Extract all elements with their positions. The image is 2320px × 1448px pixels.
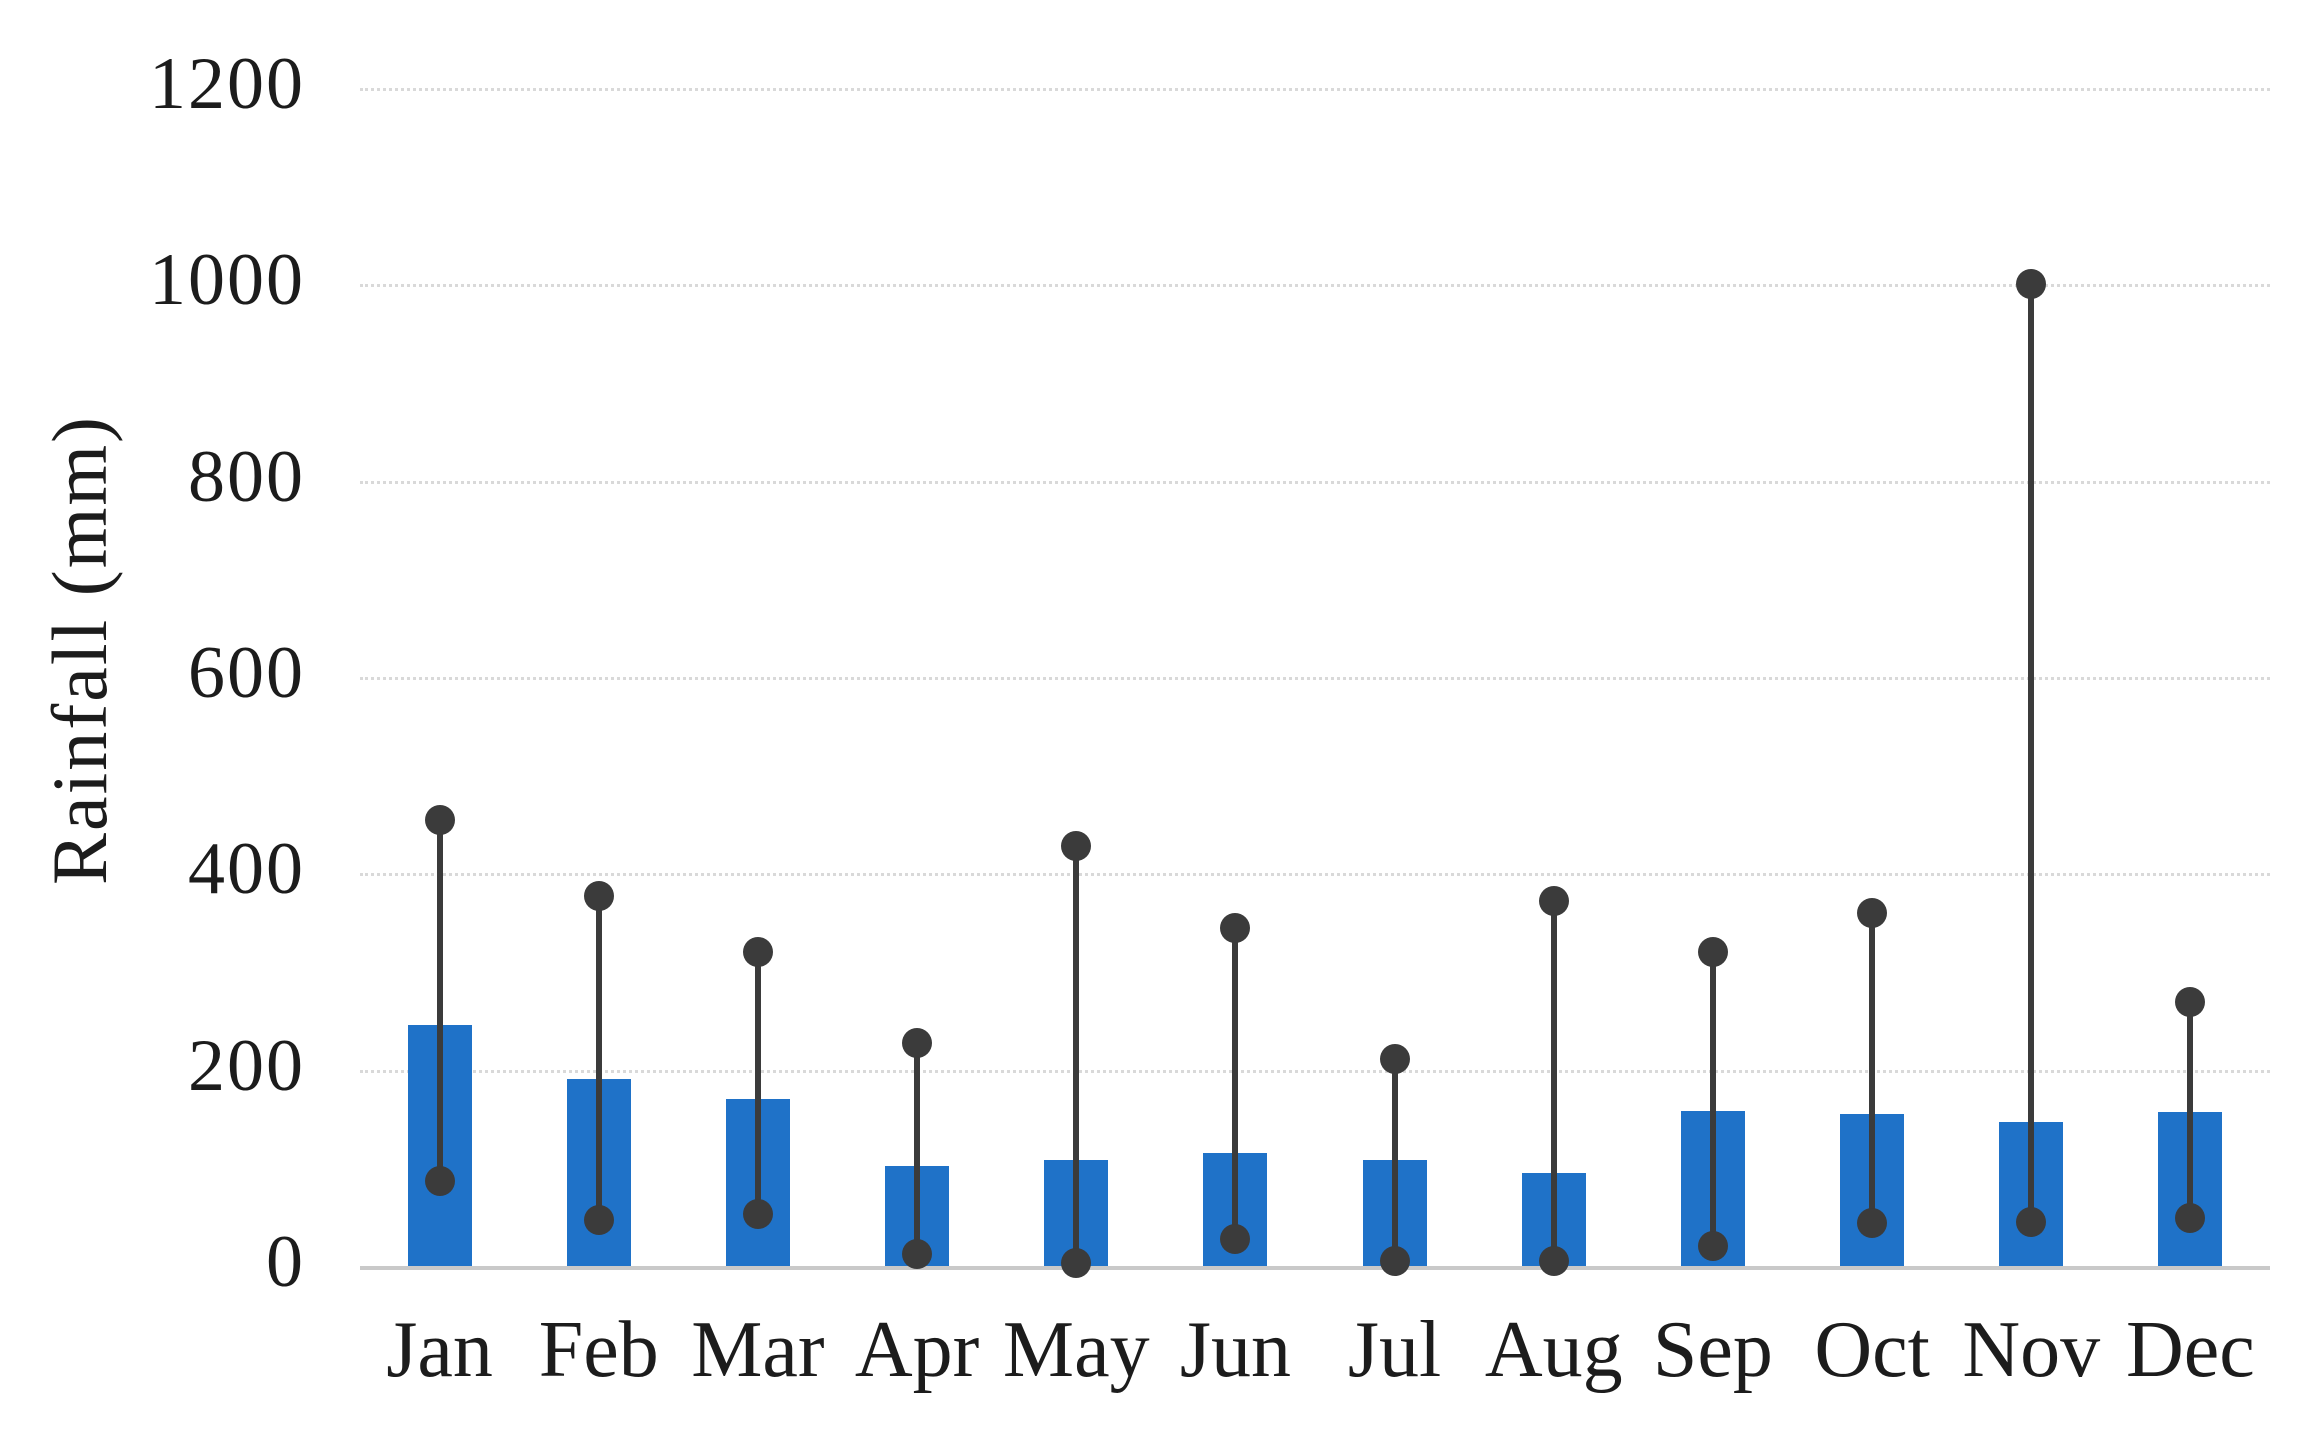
y-tick-label-800: 800: [188, 435, 305, 518]
x-tick-label-jun: Jun: [1179, 1306, 1291, 1394]
x-axis-baseline: [360, 1266, 2270, 1270]
x-tick-label-aug: Aug: [1484, 1306, 1623, 1394]
min-dot-sep: [1697, 1231, 1728, 1262]
min-dot-may: [1061, 1248, 1092, 1279]
max-dot-jun: [1220, 913, 1251, 944]
range-line-nov: [2028, 284, 2035, 1222]
max-dot-dec: [2175, 986, 2206, 1017]
y-tick-label-1200: 1200: [149, 43, 305, 126]
min-dot-jul: [1379, 1246, 1410, 1277]
x-tick-label-apr: Apr: [854, 1306, 980, 1394]
y-tick-label-1000: 1000: [149, 239, 305, 322]
x-tick-label-jul: Jul: [1347, 1306, 1442, 1394]
range-line-apr: [914, 1043, 921, 1255]
min-dot-mar: [742, 1198, 773, 1229]
x-tick-label-sep: Sep: [1652, 1306, 1773, 1394]
gridline-200: [360, 1069, 2270, 1073]
gridline-600: [360, 677, 2270, 680]
min-dot-dec: [2175, 1202, 2206, 1233]
min-dot-feb: [583, 1204, 614, 1235]
y-tick-label-200: 200: [188, 1024, 305, 1107]
min-dot-oct: [1857, 1207, 1888, 1238]
range-line-jan: [436, 820, 443, 1181]
range-line-dec: [2187, 1001, 2194, 1218]
range-line-aug: [1550, 900, 1557, 1262]
max-dot-aug: [1538, 885, 1569, 916]
max-dot-apr: [902, 1028, 933, 1059]
gridline-400: [360, 873, 2270, 877]
x-tick-label-jan: Jan: [386, 1306, 493, 1394]
y-tick-label-600: 600: [188, 632, 305, 715]
max-dot-nov: [2016, 269, 2047, 300]
max-dot-oct: [1857, 897, 1888, 928]
range-line-jul: [1391, 1058, 1398, 1262]
max-dot-sep: [1697, 936, 1728, 967]
max-dot-may: [1061, 830, 1092, 861]
range-line-oct: [1869, 912, 1876, 1223]
gridline-800: [360, 480, 2270, 484]
range-line-jun: [1232, 928, 1239, 1239]
min-dot-nov: [2016, 1206, 2047, 1237]
x-tick-label-nov: Nov: [1962, 1306, 2101, 1394]
min-dot-jan: [424, 1165, 455, 1196]
min-dot-apr: [902, 1239, 933, 1270]
min-dot-aug: [1538, 1246, 1569, 1277]
y-tick-label-400: 400: [188, 828, 305, 911]
range-line-sep: [1709, 951, 1716, 1247]
x-tick-label-oct: Oct: [1814, 1306, 1930, 1394]
x-tick-label-dec: Dec: [2126, 1306, 2255, 1394]
gridline-1200: [360, 88, 2270, 91]
max-dot-jan: [424, 805, 455, 836]
x-tick-label-may: May: [1002, 1306, 1150, 1394]
range-line-may: [1073, 845, 1080, 1264]
min-dot-jun: [1220, 1223, 1251, 1254]
y-tick-label-0: 0: [266, 1221, 305, 1304]
max-dot-jul: [1379, 1043, 1410, 1074]
gridline-1000: [360, 284, 2270, 288]
max-dot-mar: [742, 936, 773, 967]
max-dot-feb: [583, 880, 614, 911]
x-tick-label-feb: Feb: [538, 1306, 659, 1394]
range-line-mar: [754, 951, 761, 1214]
range-line-feb: [595, 895, 602, 1220]
x-tick-label-mar: Mar: [691, 1306, 825, 1394]
